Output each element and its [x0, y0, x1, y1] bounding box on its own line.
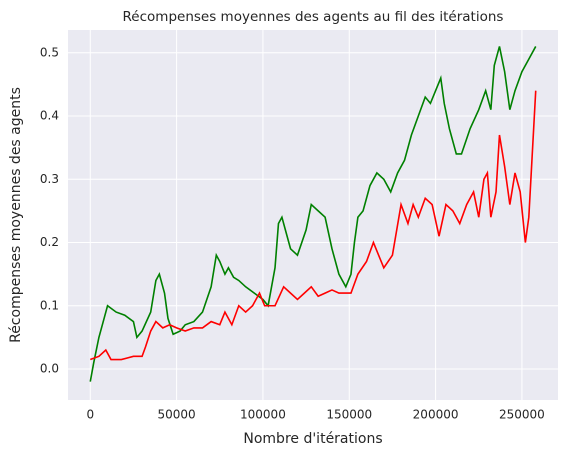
chart-title: Récompenses moyennes des agents au fil d…	[123, 9, 504, 25]
line-series	[89, 46, 537, 382]
x-tick-label: 250000	[499, 408, 545, 422]
x-tick-label: 100000	[240, 408, 286, 422]
line-series	[89, 90, 537, 361]
y-tick-label: 0.2	[40, 235, 59, 249]
y-tick-label: 0.0	[40, 362, 59, 376]
x-tick-label: 50000	[158, 408, 196, 422]
y-tick-label: 0.3	[40, 172, 59, 186]
y-tick-label: 0.4	[40, 109, 59, 123]
y-axis-label: Récompenses moyennes des agents	[8, 87, 24, 343]
y-tick-label: 0.5	[40, 45, 59, 59]
x-tick-label: 200000	[413, 408, 459, 422]
y-tick-label: 0.1	[40, 298, 59, 312]
x-axis-label: Nombre d'itérations	[243, 431, 382, 447]
plot-area	[68, 30, 558, 400]
x-tick-label: 0	[86, 408, 94, 422]
x-tick-label: 150000	[326, 408, 372, 422]
